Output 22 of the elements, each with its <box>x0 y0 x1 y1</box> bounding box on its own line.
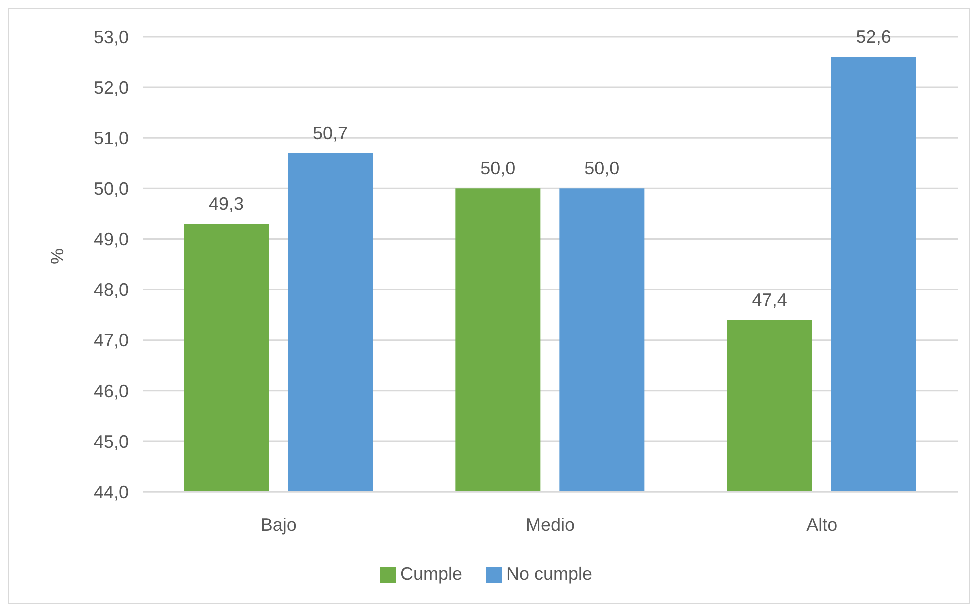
x-tick-label: Alto <box>806 514 838 535</box>
y-tick-label: 49,0 <box>94 230 129 250</box>
y-tick-label: 45,0 <box>94 432 129 452</box>
legend-label: Cumple <box>400 564 462 584</box>
data-label: 47,4 <box>752 290 788 310</box>
y-tick-label: 52,0 <box>94 78 129 98</box>
y-tick-label: 47,0 <box>94 330 129 351</box>
legend-label: No cumple <box>506 564 593 584</box>
y-tick-label: 48,0 <box>94 280 129 300</box>
y-tick-label: 46,0 <box>94 381 129 402</box>
data-label: 50,0 <box>480 158 516 179</box>
data-label: 49,3 <box>208 194 244 214</box>
y-tick-label: 50,0 <box>94 179 129 200</box>
data-label: 50,0 <box>584 158 620 179</box>
x-tick-label: Bajo <box>260 514 297 535</box>
y-tick-label: 51,0 <box>94 128 129 148</box>
x-tick-label: Medio <box>526 514 576 535</box>
data-label: 52,6 <box>856 27 892 48</box>
y-axis-title: % <box>47 248 68 264</box>
y-tick-label: 53,0 <box>94 27 129 48</box>
y-tick-label: 44,0 <box>94 482 129 502</box>
data-label: 50,7 <box>312 123 348 144</box>
